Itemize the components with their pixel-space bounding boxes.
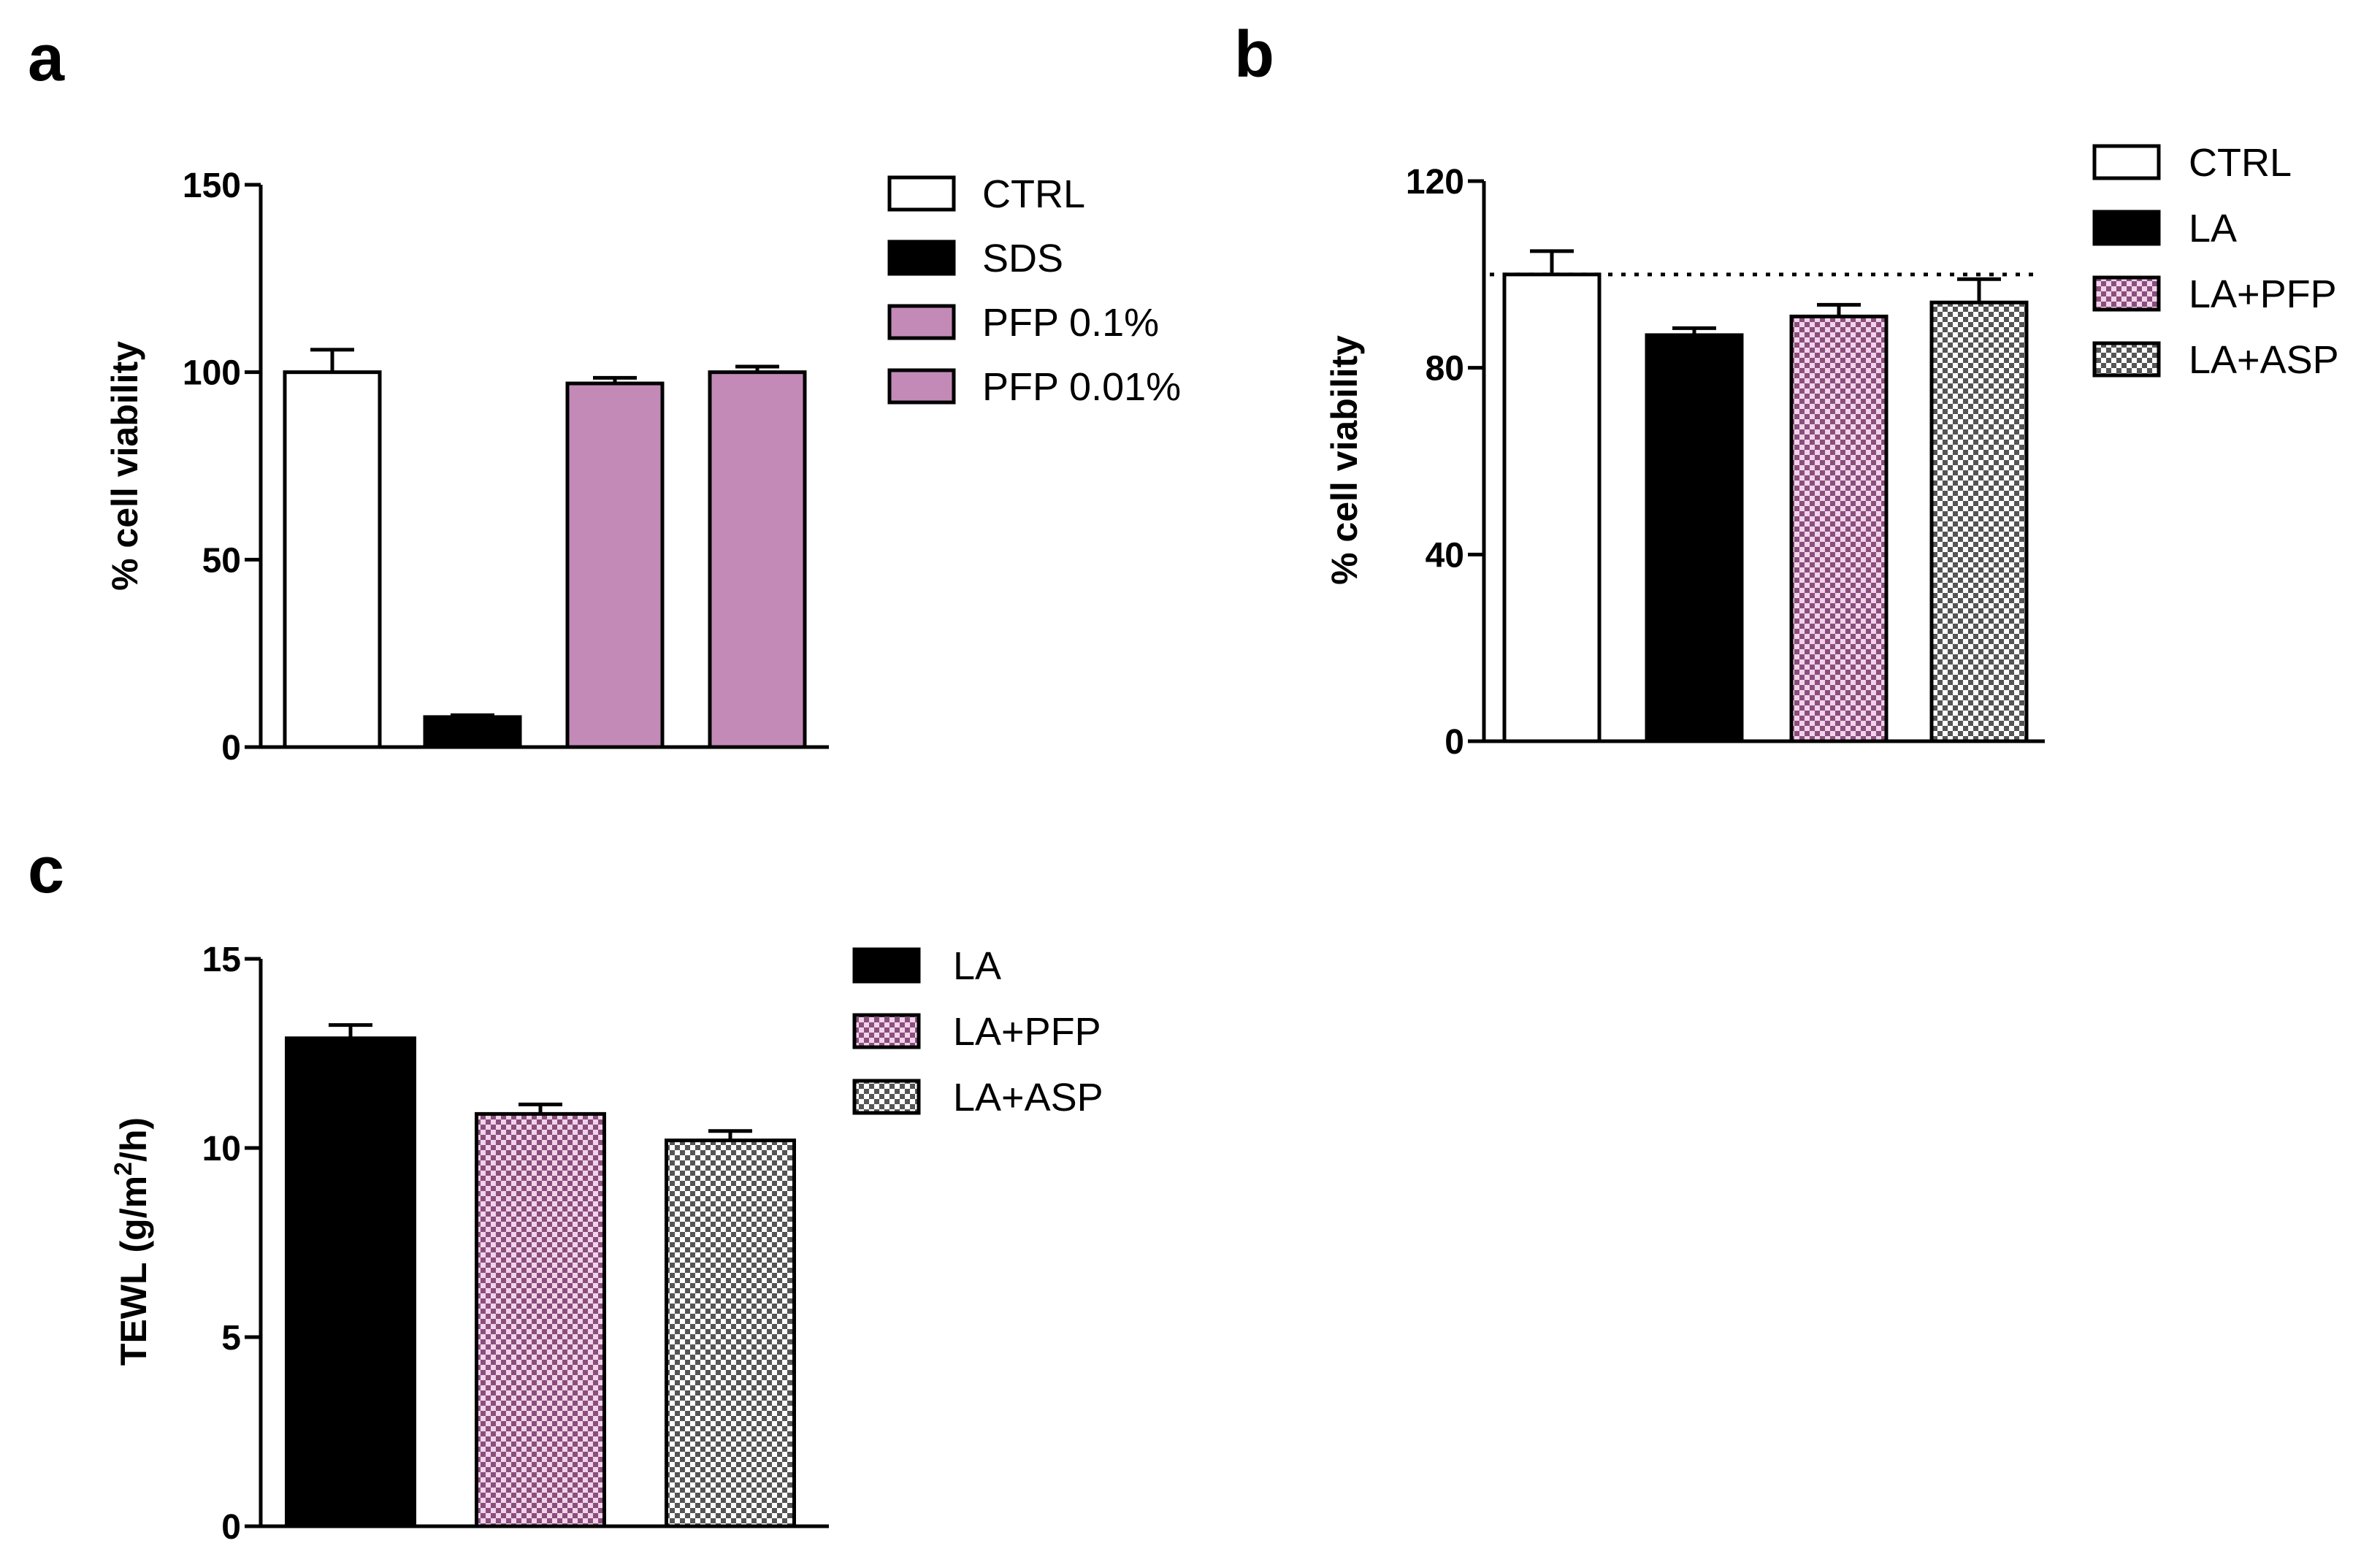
legend-label-sds: SDS	[982, 237, 1063, 280]
y-tick-label-0: 0	[221, 1508, 241, 1547]
legend-label-la-pfp: LA+PFP	[953, 1010, 1101, 1054]
bar-la	[285, 1036, 416, 1528]
bar-la-pfp	[475, 1111, 606, 1528]
y-axis-title: % cell viability	[104, 341, 145, 591]
y-axis-title: TEWL (g/m2/h)	[110, 1117, 154, 1366]
bar-ctrl	[1502, 272, 1602, 743]
legend-label-la: LA	[953, 944, 1001, 988]
bar-sds	[423, 715, 522, 749]
legend-label-pfp-0-1: PFP 0.1%	[982, 301, 1159, 345]
y-tick-label-0: 0	[1445, 723, 1464, 762]
bar-pfp-0-01	[708, 370, 807, 749]
y-tick-label-80: 80	[1426, 350, 1464, 388]
legend-label-la-asp: LA+ASP	[2189, 338, 2339, 382]
legend-label-la-pfp: LA+PFP	[2189, 272, 2337, 316]
legend-swatch-pfp-0-1	[887, 304, 956, 340]
panel-letter-b: b	[1234, 18, 1274, 91]
y-tick-label-0: 0	[221, 729, 241, 768]
legend-swatch-la-asp	[852, 1079, 921, 1115]
legend-label-pfp-0-01: PFP 0.01%	[982, 365, 1181, 409]
legend-swatch-la	[852, 947, 921, 984]
legend-label-ctrl: CTRL	[982, 172, 1085, 216]
legend-swatch-la	[2092, 210, 2161, 246]
legend-label-la-asp: LA+ASP	[953, 1076, 1103, 1119]
y-tick-label-100: 100	[183, 354, 241, 393]
y-tick-label-10: 10	[202, 1130, 241, 1168]
legend-swatch-ctrl	[2092, 144, 2161, 180]
legend-swatch-ctrl	[887, 175, 956, 212]
bar-la	[1645, 333, 1744, 743]
legend-label-ctrl: CTRL	[2189, 141, 2292, 185]
legend-label-la: LA	[2189, 207, 2237, 250]
y-tick-label-5: 5	[221, 1319, 241, 1358]
legend-swatch-la-asp	[2092, 341, 2161, 378]
y-axis-title: % cell viability	[1324, 335, 1365, 585]
panel-letter-c: c	[28, 834, 64, 907]
bar-ctrl	[283, 370, 382, 749]
y-tick-label-50: 50	[202, 541, 241, 580]
y-tick-label-40: 40	[1426, 536, 1464, 575]
panel-b: b 0 40 80 120 % cell viability CTRL LA LA+PFP LA+…	[1234, 18, 2339, 762]
panel-a: a 0 50 100 150 % cell viability CTRL SDS PFP 0.1…	[28, 22, 1181, 768]
bar-pfp-0-1	[565, 381, 665, 749]
legend-swatch-la-pfp	[2092, 275, 2161, 312]
panel-c: c 0 5 10 15 TEWL (g/m2/h) LA LA+PFP LA+ASP	[28, 834, 1103, 1547]
panel-letter-a: a	[28, 22, 65, 95]
legend-swatch-sds	[887, 240, 956, 276]
y-tick-label-150: 150	[183, 166, 241, 205]
bar-la-asp	[1929, 300, 2029, 743]
bar-la-asp	[665, 1138, 796, 1528]
y-tick-label-15: 15	[202, 941, 241, 979]
y-tick-label-120: 120	[1406, 163, 1464, 202]
bar-la-pfp	[1789, 314, 1889, 743]
legend-swatch-pfp-0-01	[887, 368, 956, 405]
legend-swatch-la-pfp	[852, 1013, 921, 1049]
